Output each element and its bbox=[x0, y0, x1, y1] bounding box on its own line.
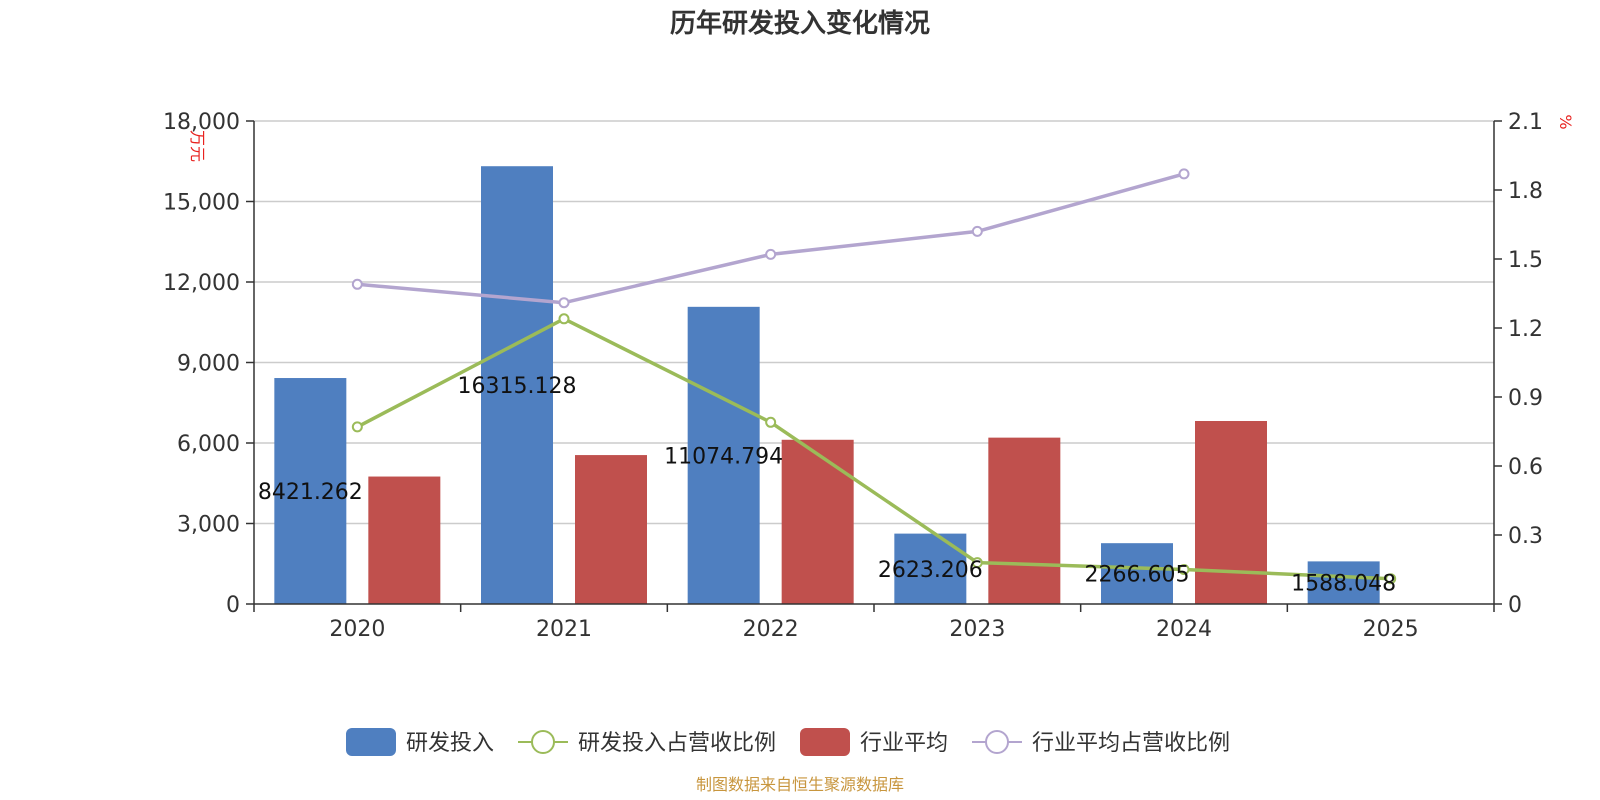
right-tick-label: 1.5 bbox=[1508, 248, 1543, 273]
legend-item[interactable]: 研发投入 bbox=[346, 728, 494, 756]
left-tick-label: 3,000 bbox=[177, 513, 240, 538]
line-point[interactable] bbox=[351, 421, 363, 433]
x-axis: 2020 2021 2022 2023 2024 2025 bbox=[253, 603, 1495, 642]
right-tick-label: 0.9 bbox=[1508, 386, 1543, 411]
bar-data-label: 16315.128 bbox=[458, 374, 577, 399]
bar-data-label: 2266.605 bbox=[1085, 563, 1190, 588]
left-tick-label: 6,000 bbox=[177, 432, 240, 457]
right-tick-label: 1.2 bbox=[1508, 317, 1543, 342]
legend-swatch bbox=[800, 728, 850, 756]
line-point[interactable] bbox=[351, 278, 363, 290]
legend-label: 研发投入 bbox=[406, 731, 494, 756]
left-tick-label: 9,000 bbox=[177, 352, 240, 377]
chart-title: 历年研发投入变化情况 bbox=[670, 8, 930, 39]
x-tick-label: 2022 bbox=[743, 617, 799, 642]
left-tick-label: 15,000 bbox=[163, 191, 240, 216]
left-axis-unit: 万元 bbox=[188, 130, 207, 162]
bar-layer bbox=[274, 166, 1380, 604]
line-point[interactable] bbox=[1385, 573, 1397, 585]
source-note: 制图数据来自恒生聚源数据库 bbox=[696, 775, 904, 794]
legend[interactable]: 研发投入 研发投入占营收比例 行业平均 行业平均占营收比例 bbox=[346, 728, 1230, 756]
data-label-layer: 8421.262 16315.128 11074.794 2623.206 2266.6… bbox=[258, 374, 1396, 597]
x-tick-label: 2024 bbox=[1156, 617, 1212, 642]
bar-industry-average[interactable] bbox=[575, 455, 647, 604]
line-layer bbox=[351, 168, 1397, 585]
legend-item[interactable]: 行业平均 bbox=[800, 728, 948, 756]
legend-item[interactable]: 研发投入占营收比例 bbox=[518, 730, 776, 756]
right-tick-label: 0.3 bbox=[1508, 524, 1543, 549]
bar-rd-investment[interactable] bbox=[274, 378, 347, 604]
legend-label: 研发投入占营收比例 bbox=[578, 731, 776, 756]
legend-label: 行业平均 bbox=[860, 731, 948, 756]
line-point[interactable] bbox=[971, 557, 983, 569]
bar-rd-investment[interactable] bbox=[1101, 543, 1173, 604]
left-tick-label: 0 bbox=[226, 593, 240, 618]
line-point[interactable] bbox=[1178, 168, 1190, 180]
legend-swatch bbox=[346, 728, 396, 756]
left-tick-label: 18,000 bbox=[163, 110, 240, 135]
bar-rd-investment[interactable] bbox=[687, 306, 760, 604]
x-tick-label: 2021 bbox=[536, 617, 592, 642]
bar-data-label: 8421.262 bbox=[258, 480, 363, 505]
right-tick-label: 0.6 bbox=[1508, 455, 1543, 480]
line-point[interactable] bbox=[971, 225, 983, 237]
bar-data-label: 1588.048 bbox=[1291, 572, 1396, 597]
legend-marker bbox=[531, 730, 555, 754]
bar-industry-average[interactable] bbox=[368, 476, 441, 604]
legend-item[interactable]: 行业平均占营收比例 bbox=[972, 730, 1230, 756]
grid-lines bbox=[254, 120, 1494, 525]
x-tick-label: 2023 bbox=[949, 617, 1005, 642]
line-point[interactable] bbox=[1178, 564, 1190, 575]
bar-industry-average[interactable] bbox=[988, 437, 1061, 604]
left-y-axis: 0 3,000 6,000 9,000 12,000 15,000 18,000 bbox=[163, 110, 255, 618]
legend-label: 行业平均占营收比例 bbox=[1032, 731, 1230, 756]
x-tick-label: 2025 bbox=[1363, 617, 1419, 642]
line-rd-ratio bbox=[356, 317, 1391, 581]
right-axis-unit: % bbox=[1556, 114, 1575, 129]
x-tick-label: 2020 bbox=[329, 617, 385, 642]
left-tick-label: 12,000 bbox=[163, 271, 240, 296]
bar-rd-investment[interactable] bbox=[1307, 561, 1380, 604]
bar-data-label: 2623.206 bbox=[878, 558, 983, 583]
line-point[interactable] bbox=[765, 416, 777, 428]
bar-rd-investment[interactable] bbox=[481, 166, 553, 604]
right-tick-label: 0 bbox=[1508, 593, 1522, 618]
line-point[interactable] bbox=[558, 313, 570, 325]
line-point[interactable] bbox=[765, 248, 777, 260]
legend-marker bbox=[985, 730, 1009, 754]
bar-industry-average[interactable] bbox=[1195, 420, 1267, 604]
right-y-axis: 0 0.3 0.6 0.9 1.2 1.5 1.8 2.1 bbox=[1493, 110, 1543, 618]
bar-data-label: 11074.794 bbox=[664, 444, 783, 469]
right-tick-label: 2.1 bbox=[1508, 110, 1543, 135]
line-point[interactable] bbox=[558, 297, 570, 309]
bar-industry-average[interactable] bbox=[781, 439, 854, 604]
right-tick-label: 1.8 bbox=[1508, 179, 1543, 204]
